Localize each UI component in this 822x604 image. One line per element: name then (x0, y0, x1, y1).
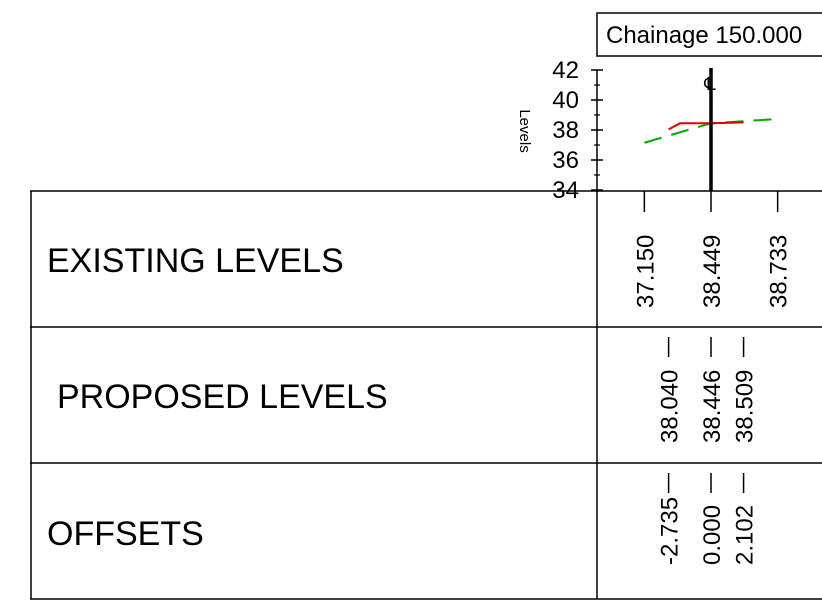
row-label-offsets: OFFSETS (47, 515, 204, 553)
row-label-proposed-levels: PROPOSED LEVELS (57, 378, 388, 416)
chart-title: Chainage 150.000 (606, 22, 802, 49)
row-label-existing-levels: EXISTING LEVELS (47, 242, 344, 280)
centerline-symbol: ℄ (703, 74, 716, 95)
tick-label-38: 38 (552, 117, 579, 144)
levels-axis: 42 40 38 36 34 Levels (516, 57, 603, 204)
offset-value: 0.000 (699, 505, 726, 565)
levels-table: EXISTING LEVELS PROPOSED LEVELS OFFSETS (30, 190, 822, 600)
offset-value: -2.735 (657, 497, 684, 565)
proposed-level-value: 38.446 (699, 370, 726, 443)
axis-title: Levels (516, 109, 533, 152)
tick-label-42: 42 (552, 57, 579, 84)
proposed-level-value: 38.040 (657, 370, 684, 443)
offset-value: 2.102 (732, 505, 759, 565)
tick-label-40: 40 (552, 87, 579, 114)
proposed-level-value: 38.509 (732, 370, 759, 443)
existing-level-value: 38.733 (766, 235, 793, 308)
title-box: Chainage 150.000 (596, 12, 822, 57)
existing-level-value: 38.449 (699, 235, 726, 308)
table-values: 37.150 38.449 38.733 38.040 38.446 38.509 -2.7… (632, 191, 793, 565)
proposed-design-line (668, 121, 744, 131)
title-frame (596, 12, 822, 57)
plot-area: ℄ (644, 68, 778, 191)
existing-level-value: 37.150 (632, 235, 659, 308)
tick-label-36: 36 (552, 147, 579, 174)
